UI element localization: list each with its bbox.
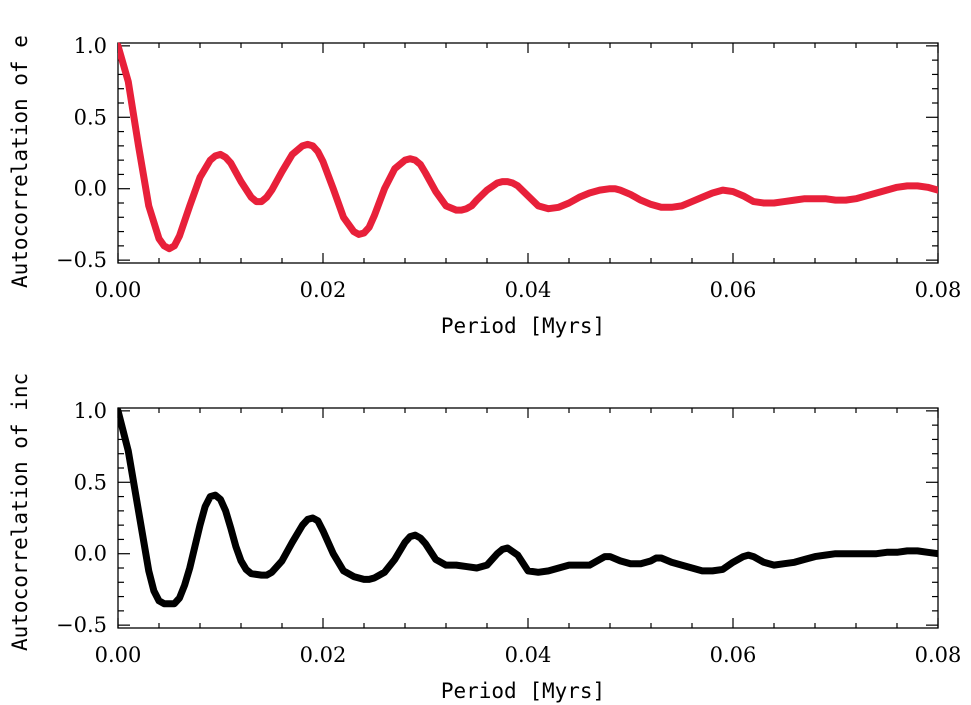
series-line-inc	[118, 407, 938, 608]
x-tick-label: 0.06	[710, 643, 757, 667]
x-tick-label: 0.06	[710, 278, 757, 302]
y-tick-label: 1.0	[74, 34, 107, 58]
chart-panel-e: 0.00 0.02 0.04 0.06 0.08 −0.5 0.0 0.5 1.0 Period …	[8, 34, 961, 338]
x-tick-label: 0.00	[95, 643, 142, 667]
y-tick-label: 0.5	[74, 105, 107, 129]
x-tick-label: 0.04	[505, 643, 552, 667]
x-tick-label: 0.08	[915, 278, 962, 302]
y-tick-label: −0.5	[56, 613, 107, 637]
x-tick-label: 0.04	[505, 278, 552, 302]
y-tick-label: 0.0	[74, 542, 107, 566]
x-tick-label: 0.00	[95, 278, 142, 302]
y-axis-title: Autocorrelation of e	[8, 35, 32, 288]
y-tick-label: −0.5	[56, 248, 107, 272]
x-tick-label: 0.08	[915, 643, 962, 667]
x-tick-label: 0.02	[300, 278, 347, 302]
x-axis-title: Period [Myrs]	[441, 314, 605, 338]
x-axis-title: Period [Myrs]	[441, 679, 605, 703]
series-line-e	[118, 42, 938, 253]
plot-frame	[117, 407, 939, 629]
y-tick-label: 1.0	[74, 399, 107, 423]
y-tick-label: 0.5	[74, 470, 107, 494]
chart-panel-inc: 0.00 0.02 0.04 0.06 0.08 −0.5 0.0 0.5 1.0 Period …	[8, 373, 961, 703]
y-axis-title: Autocorrelation of inc	[8, 373, 32, 651]
plot-frame	[117, 42, 939, 264]
y-tick-label: 0.0	[74, 177, 107, 201]
x-tick-label: 0.02	[300, 643, 347, 667]
